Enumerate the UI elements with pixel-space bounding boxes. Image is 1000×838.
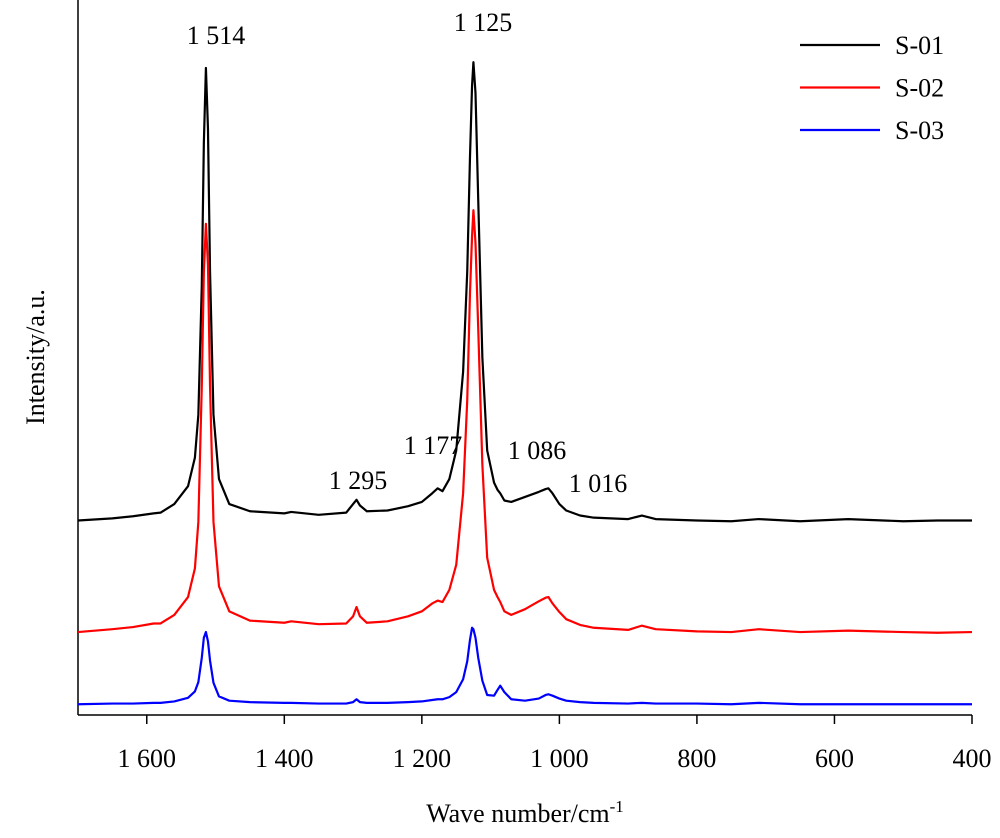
x-axis-title: Wave number/cm-1 bbox=[426, 797, 624, 828]
x-tick-label: 400 bbox=[953, 744, 992, 773]
x-axis-label: Wave number/cm bbox=[426, 799, 609, 828]
x-tick-label: 1 600 bbox=[118, 744, 177, 773]
legend-label: S-01 bbox=[895, 31, 944, 60]
y-axis-title: Intensity/a.u. bbox=[21, 289, 50, 425]
peak-annotation: 1 514 bbox=[187, 21, 246, 50]
peak-annotation: 1 086 bbox=[508, 436, 567, 465]
x-tick-label: 600 bbox=[815, 744, 854, 773]
peak-annotation: 1 125 bbox=[454, 8, 513, 37]
x-axis-label-sup: -1 bbox=[610, 797, 624, 816]
series-line bbox=[77, 209, 973, 634]
series-line bbox=[77, 626, 972, 706]
x-tick-label: 1 000 bbox=[530, 744, 589, 773]
x-tick-label: 800 bbox=[677, 744, 716, 773]
series-line bbox=[77, 61, 972, 523]
legend-label: S-03 bbox=[895, 116, 944, 145]
x-tick-label: 1 400 bbox=[255, 744, 314, 773]
x-tick-label: 1 200 bbox=[393, 744, 452, 773]
peak-annotation: 1 177 bbox=[404, 431, 463, 460]
peak-annotation: 1 016 bbox=[569, 469, 628, 498]
peak-annotation: 1 295 bbox=[329, 466, 388, 495]
legend-label: S-02 bbox=[895, 74, 944, 103]
